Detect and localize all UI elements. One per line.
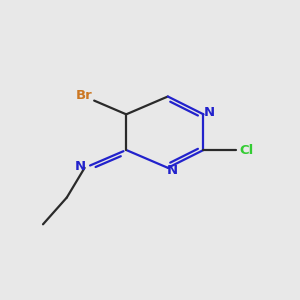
Text: N: N bbox=[204, 106, 215, 119]
Text: Cl: Cl bbox=[239, 143, 254, 157]
Text: N: N bbox=[75, 160, 86, 173]
Text: N: N bbox=[167, 164, 178, 177]
Text: Br: Br bbox=[76, 88, 93, 101]
